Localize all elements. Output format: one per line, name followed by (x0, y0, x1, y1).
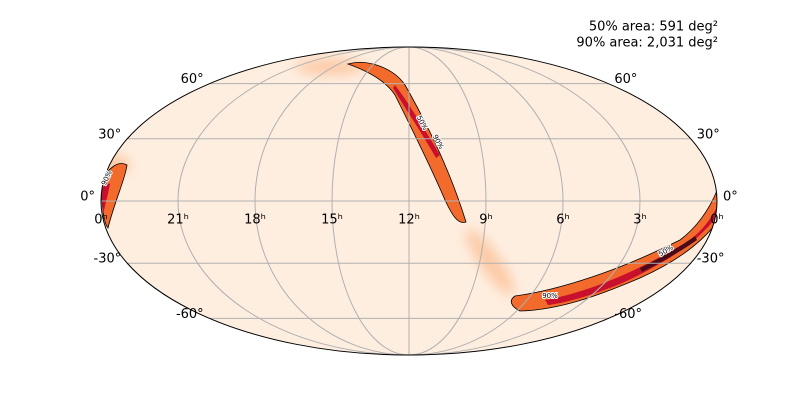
latitude-label: -60° (176, 307, 204, 322)
graticule (101, 46, 717, 356)
latitude-label: 60° (181, 72, 204, 87)
meridian (408, 46, 564, 356)
latitude-label: 30° (98, 127, 121, 142)
longitude-label: 9ʰ (479, 213, 493, 228)
latitude-label: -60° (614, 307, 642, 322)
faint-halo (295, 59, 365, 75)
longitude-label: 21ʰ (167, 213, 189, 228)
meridian (408, 46, 641, 356)
faint-trail (465, 228, 515, 296)
longitude-label: 12ʰ (398, 213, 420, 228)
sky-border (100, 46, 718, 356)
longitude-label: 0ʰ (94, 213, 108, 228)
latitude-label: 0° (723, 190, 738, 205)
latitude-label: -30° (94, 252, 122, 267)
latitude-label: 30° (697, 127, 720, 142)
latitude-label: 60° (614, 72, 637, 87)
meridian (408, 46, 487, 356)
longitude-label: 15ʰ (321, 213, 343, 228)
longitude-label: 6ʰ (556, 213, 570, 228)
longitude-label: 18ʰ (244, 213, 266, 228)
longitude-label: 0ʰ (710, 213, 724, 228)
latitude-label: -30° (697, 252, 725, 267)
meridian (177, 46, 410, 356)
latitude-label: 0° (80, 190, 95, 205)
contour-label: 90% (542, 292, 558, 300)
region-top (346, 62, 467, 223)
meridian (254, 46, 410, 356)
meridian (331, 46, 410, 356)
longitude-label: 3ʰ (633, 213, 647, 228)
annotation: 50% area: 591 deg² (589, 20, 718, 35)
annotation: 90% area: 2,031 deg² (576, 36, 718, 51)
probability-regions (101, 59, 717, 312)
region-top-core (393, 85, 440, 158)
region-left-core (101, 183, 110, 215)
